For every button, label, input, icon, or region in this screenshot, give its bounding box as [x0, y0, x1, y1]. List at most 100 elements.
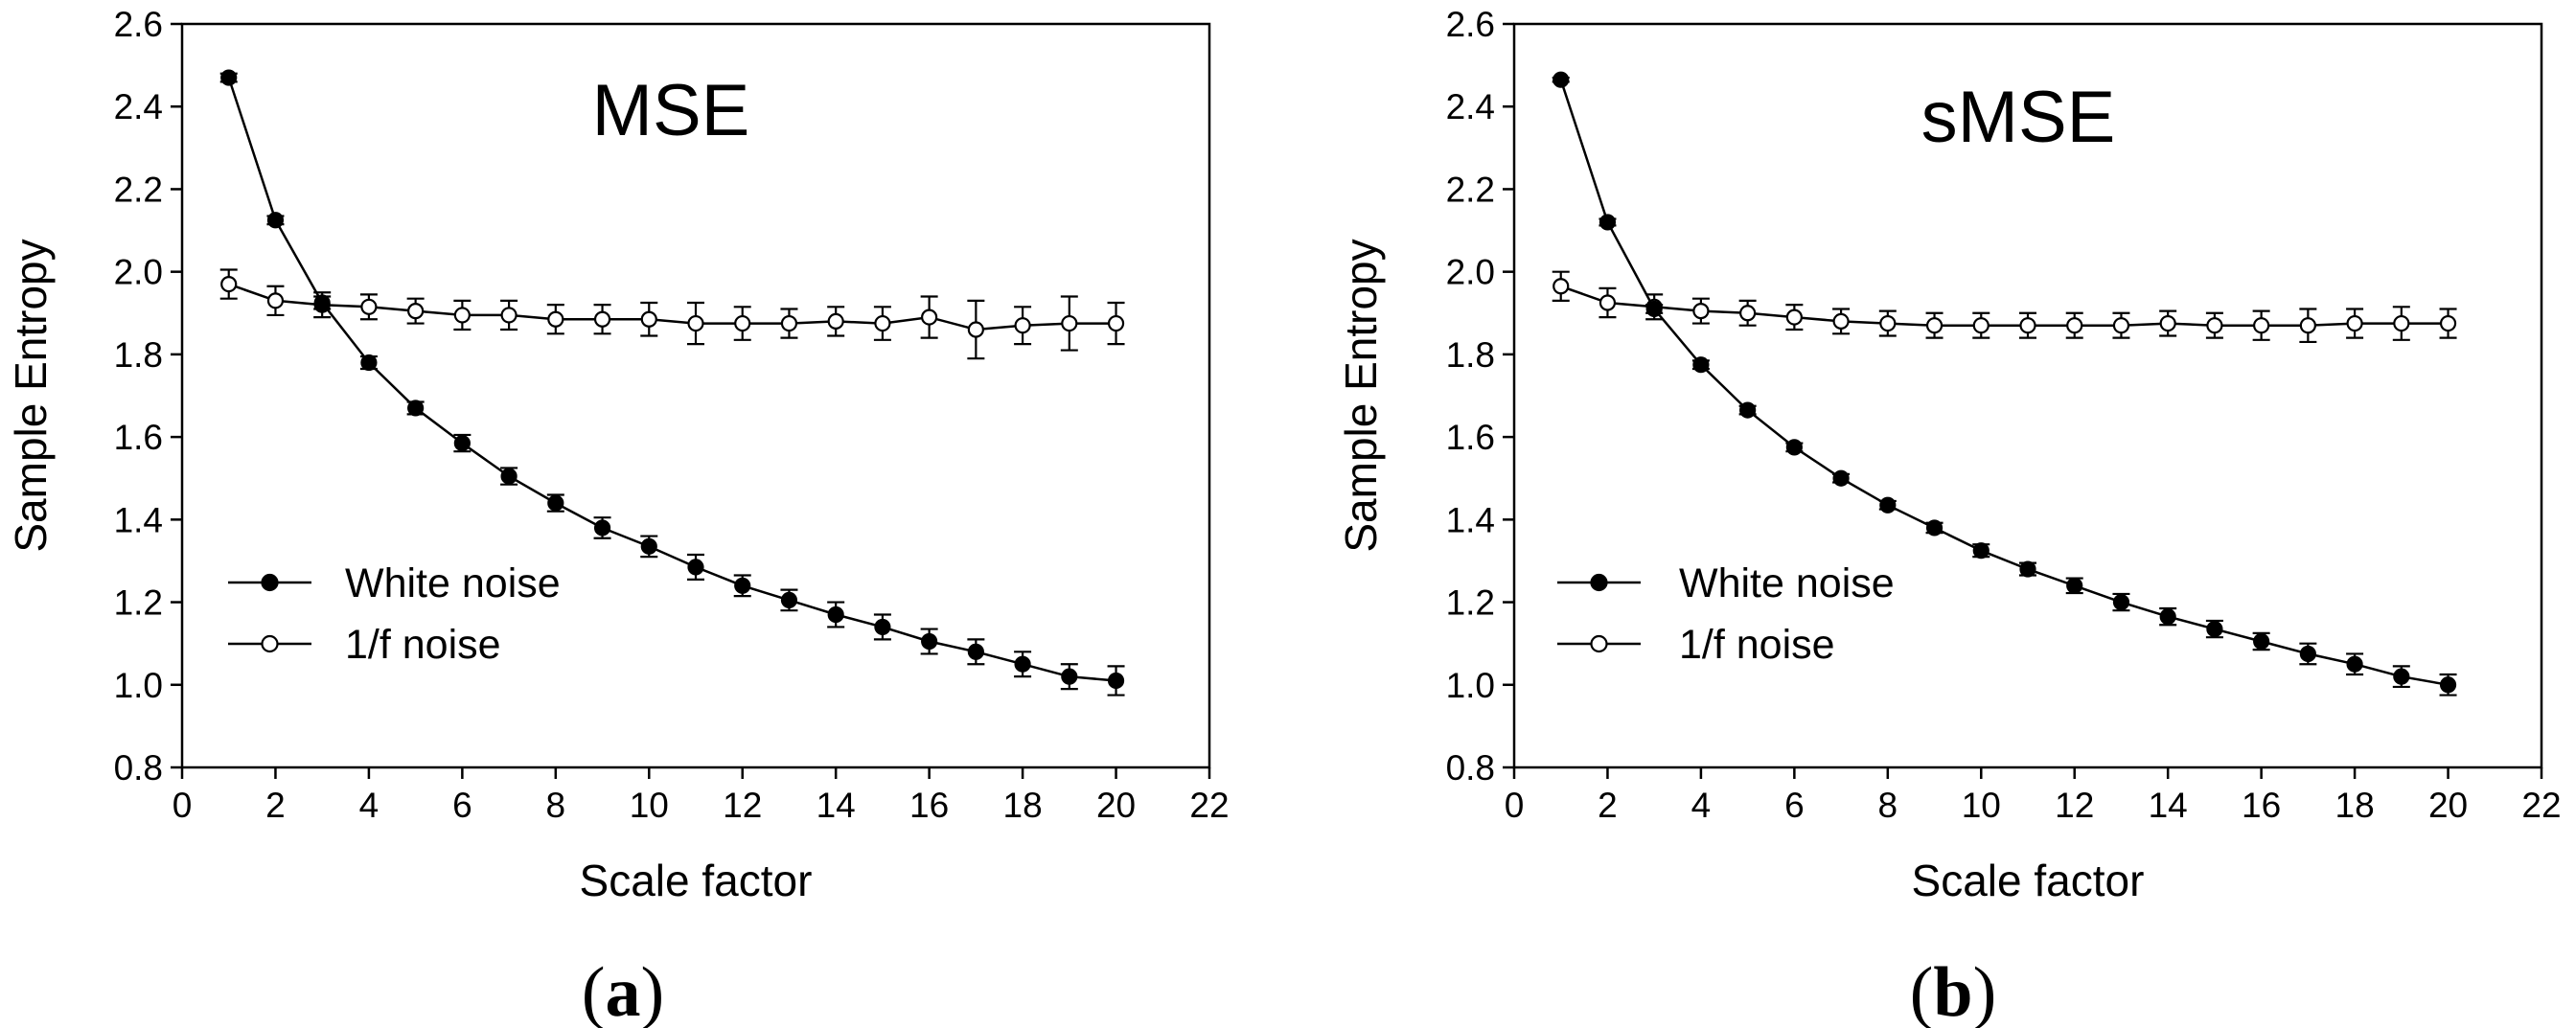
- data-point: [1832, 469, 1850, 487]
- data-point: [921, 308, 938, 326]
- x-tick-label: 22: [1189, 786, 1229, 825]
- panel-label-open: (: [1910, 953, 1934, 1028]
- legend-marker: [1590, 634, 1608, 653]
- legend-label: 1/f noise: [1679, 622, 1835, 668]
- y-tick-label: 1.2: [1446, 583, 1495, 623]
- y-tick-label: 2.2: [114, 170, 163, 209]
- data-point: [1879, 496, 1897, 514]
- data-point: [780, 314, 798, 332]
- data-point: [407, 400, 425, 417]
- chart-title: MSE: [592, 70, 750, 151]
- y-tick-label: 2.0: [114, 253, 163, 292]
- y-tick-label: 1.0: [114, 666, 163, 705]
- y-tick-label: 1.6: [1446, 418, 1495, 457]
- data-point: [874, 618, 891, 636]
- panel-b: 0 2 4 6 8 10 12 14 16 18 20 22 0.8 1.0 1.2 1.4 1.6 1.8 2.0…: [1336, 5, 2562, 1028]
- data-point: [1785, 308, 1803, 326]
- x-tick-label: 6: [1784, 786, 1805, 825]
- x-tick-label: 22: [2521, 786, 2561, 825]
- data-point: [547, 310, 564, 328]
- data-point: [313, 294, 331, 311]
- data-point: [734, 314, 751, 332]
- data-point: [1832, 312, 1850, 330]
- x-tick-label: 6: [452, 786, 472, 825]
- data-point: [2253, 632, 2270, 651]
- data-point: [1014, 317, 1031, 334]
- data-point: [2206, 317, 2223, 334]
- data-point: [1785, 439, 1803, 456]
- y-tick-label: 1.8: [1446, 335, 1495, 375]
- data-point: [2066, 317, 2083, 334]
- data-point: [266, 292, 285, 309]
- data-point: [453, 307, 471, 324]
- data-point: [1014, 655, 1031, 673]
- x-axis-title: Scale factor: [580, 856, 813, 905]
- data-point: [687, 314, 704, 332]
- x-tick-label: 10: [630, 786, 669, 825]
- data-point: [2112, 317, 2130, 334]
- panel-label-close: ): [641, 953, 665, 1028]
- x-tick-label: 0: [172, 786, 193, 825]
- x-tick-label: 16: [2242, 786, 2281, 825]
- x-tick-label: 18: [1003, 786, 1043, 825]
- data-point: [1692, 356, 1710, 374]
- y-tick-label: 2.4: [114, 87, 163, 126]
- data-point: [1972, 542, 1990, 560]
- x-tick-label: 20: [1096, 786, 1136, 825]
- data-point: [1107, 672, 1125, 690]
- panel-label: (a): [582, 953, 664, 1028]
- data-point: [780, 591, 798, 609]
- chart-title: sMSE: [1921, 77, 2116, 158]
- data-point: [827, 312, 844, 330]
- x-tick-label: 0: [1505, 786, 1525, 825]
- y-tick-label: 1.2: [114, 583, 163, 623]
- data-point: [874, 314, 891, 332]
- data-point: [2346, 655, 2363, 673]
- y-tick-label: 1.4: [1446, 500, 1495, 539]
- data-point: [220, 276, 238, 293]
- y-tick-label: 2.2: [1446, 170, 1495, 209]
- data-point: [407, 303, 425, 320]
- y-tick-label: 1.6: [114, 418, 163, 457]
- panel-label-letter: b: [1933, 953, 1972, 1028]
- x-axis-title: Scale factor: [1912, 856, 2145, 905]
- panel-label: (b): [1910, 953, 1996, 1028]
- data-point: [266, 212, 285, 229]
- data-point: [1925, 519, 1944, 537]
- data-point: [2066, 577, 2083, 594]
- data-point: [1739, 305, 1757, 322]
- x-tick-label: 12: [2055, 786, 2094, 825]
- data-point: [640, 310, 657, 328]
- panel-label-letter: a: [606, 953, 641, 1028]
- y-tick-label: 1.8: [114, 335, 163, 375]
- data-point: [1879, 314, 1897, 332]
- legend-marker: [261, 573, 279, 592]
- y-tick-label: 1.4: [114, 500, 163, 539]
- data-point: [1598, 294, 1617, 311]
- y-tick-label: 1.0: [1446, 666, 1495, 705]
- series-line: [1560, 285, 2449, 327]
- y-tick-label: 0.8: [1446, 748, 1495, 788]
- data-point: [1739, 401, 1757, 419]
- data-point: [453, 434, 471, 452]
- data-point: [1552, 71, 1570, 88]
- y-tick-label: 2.6: [1446, 5, 1495, 44]
- data-point: [2019, 560, 2036, 578]
- data-point: [2393, 314, 2410, 332]
- y-axis-title: Sample Entropy: [1336, 239, 1386, 552]
- panel-label-open: (: [582, 953, 606, 1028]
- x-tick-label: 16: [909, 786, 949, 825]
- plot-frame: [1512, 22, 2543, 769]
- data-point: [2206, 620, 2223, 638]
- data-point: [1598, 214, 1617, 231]
- data-point: [2299, 317, 2316, 334]
- data-point: [2159, 608, 2176, 626]
- x-tick-label: 4: [1691, 786, 1712, 825]
- data-point: [593, 519, 611, 537]
- data-point: [220, 69, 238, 86]
- data-point: [2439, 314, 2457, 332]
- series-white-noise: [1552, 71, 2457, 697]
- x-tick-label: 4: [359, 786, 380, 825]
- legend-marker: [261, 634, 279, 653]
- data-point: [2346, 314, 2363, 332]
